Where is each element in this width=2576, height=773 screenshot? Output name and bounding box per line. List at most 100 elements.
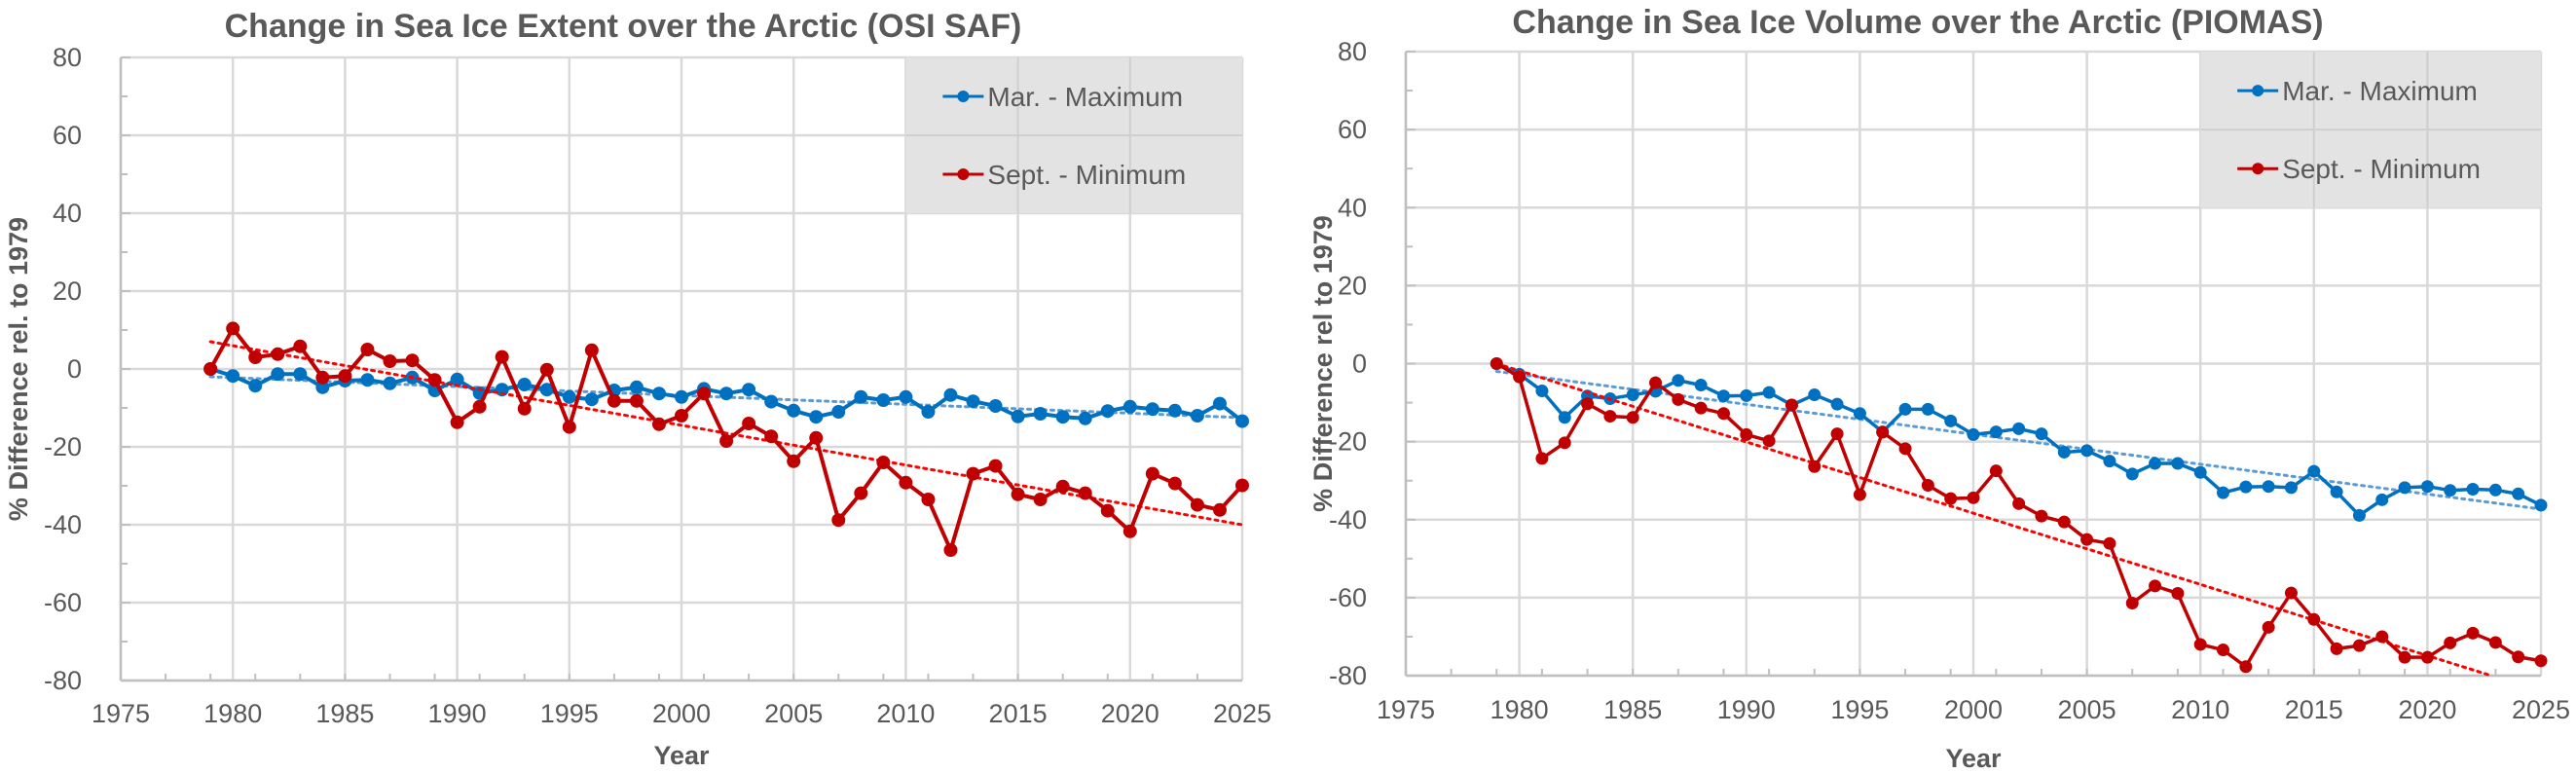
legend-item-march-maximum[interactable]: Mar. - Maximum — [2237, 76, 2478, 106]
data-point[interactable] — [2284, 586, 2298, 600]
data-point[interactable] — [629, 380, 644, 394]
data-point[interactable] — [943, 543, 958, 557]
data-point[interactable] — [1100, 404, 1115, 419]
data-point[interactable] — [1235, 478, 1249, 493]
legend-item-september-minimum[interactable]: Sept. - Minimum — [2237, 154, 2481, 184]
data-point[interactable] — [1694, 379, 1708, 392]
data-point[interactable] — [472, 399, 487, 414]
data-point[interactable] — [697, 386, 712, 401]
data-point[interactable] — [1055, 410, 1070, 424]
data-point[interactable] — [2057, 515, 2071, 529]
data-point[interactable] — [1122, 399, 1137, 414]
data-point[interactable] — [1145, 466, 1159, 481]
data-point[interactable] — [2262, 480, 2275, 494]
data-point[interactable] — [1967, 491, 1980, 504]
data-point[interactable] — [315, 380, 330, 394]
data-point[interactable] — [539, 383, 554, 397]
data-point[interactable] — [2193, 638, 2207, 651]
data-point[interactable] — [2262, 620, 2275, 634]
data-point[interactable] — [2080, 444, 2094, 458]
data-point[interactable] — [1740, 427, 1753, 441]
data-point[interactable] — [651, 417, 666, 431]
data-point[interactable] — [1011, 409, 1025, 423]
data-point[interactable] — [1898, 402, 1912, 416]
data-point[interactable] — [1212, 502, 1227, 517]
data-point[interactable] — [1944, 492, 1958, 505]
data-point[interactable] — [2239, 480, 2253, 494]
data-point[interactable] — [2512, 487, 2525, 500]
data-point[interactable] — [809, 430, 824, 445]
data-point[interactable] — [1989, 464, 2003, 478]
data-point[interactable] — [584, 392, 599, 407]
data-point[interactable] — [1785, 398, 1798, 412]
data-point[interactable] — [271, 347, 285, 361]
data-point[interactable] — [675, 409, 688, 423]
data-point[interactable] — [2375, 630, 2389, 644]
data-point[interactable] — [1672, 392, 1685, 406]
data-point[interactable] — [2307, 612, 2321, 626]
data-point[interactable] — [2352, 508, 2366, 522]
data-point[interactable] — [1011, 487, 1025, 501]
data-point[interactable] — [1513, 370, 1527, 384]
data-point[interactable] — [2352, 639, 2366, 652]
data-point[interactable] — [1167, 476, 1182, 491]
data-point[interactable] — [2284, 481, 2298, 495]
data-point[interactable] — [2035, 509, 2048, 523]
data-point[interactable] — [1190, 409, 1204, 423]
data-point[interactable] — [1626, 388, 1639, 402]
data-point[interactable] — [607, 393, 621, 408]
data-point[interactable] — [966, 466, 980, 481]
data-point[interactable] — [651, 386, 666, 401]
data-point[interactable] — [2466, 626, 2480, 640]
data-point[interactable] — [1808, 460, 1822, 473]
data-point[interactable] — [2057, 445, 2071, 459]
data-point[interactable] — [2534, 654, 2548, 668]
data-point[interactable] — [809, 410, 824, 424]
data-point[interactable] — [271, 367, 285, 382]
data-point[interactable] — [1078, 486, 1092, 500]
data-point[interactable] — [742, 383, 756, 397]
data-point[interactable] — [1716, 407, 1730, 421]
data-point[interactable] — [1853, 407, 1866, 421]
data-point[interactable] — [1190, 497, 1204, 512]
data-point[interactable] — [876, 393, 891, 407]
data-point[interactable] — [1490, 357, 1503, 370]
data-point[interactable] — [787, 403, 801, 418]
data-point[interactable] — [988, 399, 1003, 413]
data-point[interactable] — [2035, 427, 2048, 441]
data-point[interactable] — [360, 373, 375, 387]
data-point[interactable] — [2217, 486, 2230, 499]
data-point[interactable] — [1649, 376, 1663, 389]
data-point[interactable] — [2149, 579, 2162, 593]
data-point[interactable] — [921, 405, 936, 419]
data-point[interactable] — [966, 394, 980, 409]
data-point[interactable] — [1535, 385, 1549, 398]
data-point[interactable] — [1581, 397, 1595, 411]
data-point[interactable] — [1830, 397, 1844, 411]
data-point[interactable] — [2330, 485, 2343, 498]
data-point[interactable] — [2488, 483, 2502, 497]
data-point[interactable] — [1740, 388, 1753, 402]
data-point[interactable] — [943, 387, 958, 402]
data-point[interactable] — [1694, 401, 1708, 415]
data-point[interactable] — [383, 354, 397, 368]
data-point[interactable] — [1989, 425, 2003, 439]
data-point[interactable] — [1603, 410, 1617, 423]
data-point[interactable] — [427, 373, 442, 387]
data-point[interactable] — [226, 321, 240, 336]
data-point[interactable] — [2125, 467, 2139, 481]
data-point[interactable] — [517, 378, 532, 391]
data-point[interactable] — [360, 343, 375, 356]
data-point[interactable] — [517, 401, 532, 416]
data-point[interactable] — [2217, 644, 2230, 657]
data-point[interactable] — [1944, 414, 1958, 427]
data-point[interactable] — [1921, 478, 1934, 492]
data-point[interactable] — [248, 379, 263, 393]
data-point[interactable] — [1033, 407, 1048, 421]
data-point[interactable] — [293, 339, 308, 353]
data-point[interactable] — [764, 394, 779, 409]
data-point[interactable] — [742, 417, 756, 430]
data-point[interactable] — [293, 367, 308, 382]
data-point[interactable] — [2239, 660, 2253, 674]
data-point[interactable] — [1033, 493, 1048, 506]
